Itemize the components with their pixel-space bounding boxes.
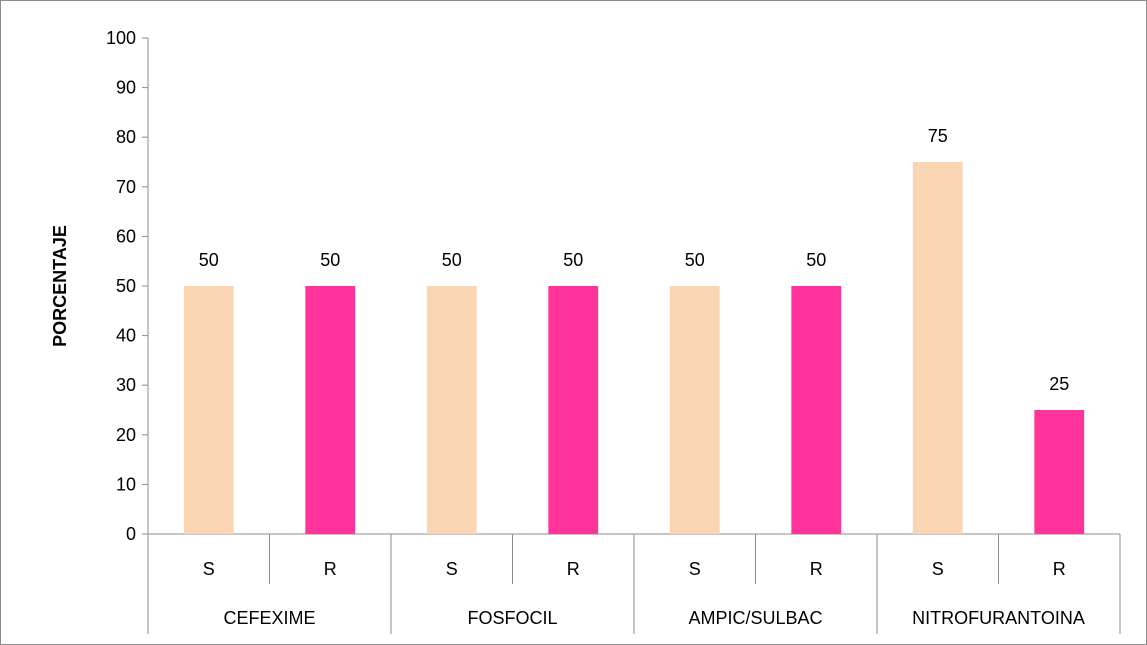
- data-label: 50: [806, 250, 826, 270]
- x-subcategory-label: R: [810, 559, 823, 579]
- y-axis-title: PORCENTAJE: [50, 225, 70, 347]
- y-tick-label: 90: [116, 78, 136, 98]
- x-category-label: CEFEXIME: [223, 608, 315, 628]
- y-tick-label: 10: [116, 474, 136, 494]
- x-subcategory-label: S: [932, 559, 944, 579]
- y-tick-label: 70: [116, 177, 136, 197]
- bar-cefexime-r: [305, 286, 356, 534]
- labels: 0 10 20 30 40 50 60 70 80 90 100 50 S 50 R CEFEXIME 50 S 5…: [50, 28, 1085, 628]
- bar-nitrofurantoina-s: [912, 162, 963, 534]
- y-tick-label: 30: [116, 375, 136, 395]
- x-subcategory-label: S: [203, 559, 215, 579]
- y-tick-label: 0: [126, 524, 136, 544]
- bar-fosfocil-s: [426, 286, 477, 534]
- bar-ampic-sulbac-s: [669, 286, 720, 534]
- x-subcategory-label: S: [689, 559, 701, 579]
- bar-nitrofurantoina-r: [1034, 410, 1085, 534]
- data-label: 75: [928, 126, 948, 146]
- data-label: 50: [320, 250, 340, 270]
- bars: [183, 162, 1085, 534]
- x-subcategory-label: R: [324, 559, 337, 579]
- x-subcategory-label: R: [1053, 559, 1066, 579]
- x-category-label: AMPIC/SULBAC: [688, 608, 822, 628]
- axes: [142, 37, 1121, 634]
- bar-fosfocil-r: [548, 286, 599, 534]
- data-label: 50: [685, 250, 705, 270]
- bar-cefexime-s: [183, 286, 234, 534]
- y-tick-label: 20: [116, 425, 136, 445]
- y-tick-label: 60: [116, 226, 136, 246]
- x-subcategory-label: R: [567, 559, 580, 579]
- x-category-label: FOSFOCIL: [467, 608, 557, 628]
- y-tick-label: 100: [106, 28, 136, 48]
- x-subcategory-label: S: [446, 559, 458, 579]
- y-tick-label: 50: [116, 276, 136, 296]
- data-label: 25: [1049, 374, 1069, 394]
- y-tick-label: 80: [116, 127, 136, 147]
- data-label: 50: [199, 250, 219, 270]
- data-label: 50: [442, 250, 462, 270]
- bar-ampic-sulbac-r: [791, 286, 842, 534]
- data-label: 50: [563, 250, 583, 270]
- y-tick-label: 40: [116, 326, 136, 346]
- x-category-label: NITROFURANTOINA: [912, 608, 1085, 628]
